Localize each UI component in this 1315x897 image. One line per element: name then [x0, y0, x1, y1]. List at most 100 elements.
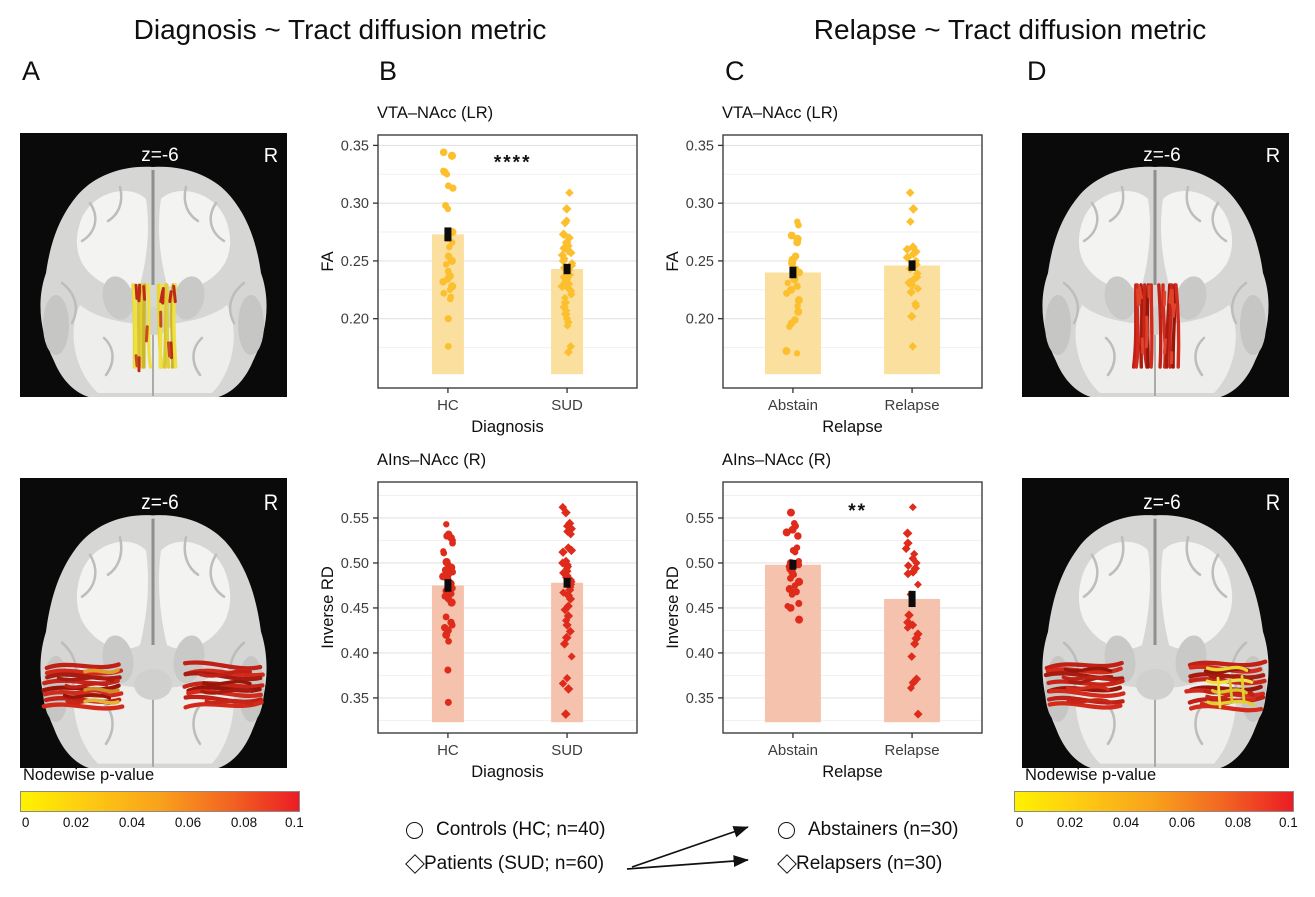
tract-bundle-vta-nacc [131, 283, 178, 373]
gridlines [378, 494, 637, 721]
panel-label-c: C [725, 56, 745, 86]
svg-text:0.30: 0.30 [686, 196, 714, 212]
panel-label-d: D [1027, 56, 1047, 86]
orientation-label: R [1266, 145, 1280, 167]
colorbar-tick: 0.06 [1168, 815, 1196, 830]
y-axis-label: Inverse RD [319, 566, 337, 649]
panel-label-a: A [22, 56, 41, 86]
brain-slice-anatomy [40, 515, 267, 768]
svg-text:Relapse: Relapse [885, 397, 940, 414]
svg-text:0.40: 0.40 [686, 646, 714, 662]
panel-label-b: B [379, 56, 398, 86]
colorbar-tick: 0.1 [1279, 815, 1298, 830]
brain-slice-svg: z=-6 R [20, 133, 287, 397]
brain-slice-vta-nacc-relapse: z=-6 R [1022, 133, 1289, 397]
colorbar-left-gradient [20, 791, 300, 812]
brain-slice-anatomy [40, 166, 267, 397]
colorbar-tick: 0.02 [1056, 815, 1084, 830]
chart-title: AIns–NAcc (R) [377, 451, 486, 469]
svg-text:0.35: 0.35 [341, 138, 369, 154]
significance-stars: **** [494, 153, 532, 174]
colorbar-tick: 0.04 [1112, 815, 1140, 830]
x-axis: HC SUD [437, 388, 583, 414]
x-axis-label: Relapse [822, 418, 883, 436]
column-title-diagnosis: Diagnosis ~ Tract diffusion metric [133, 14, 547, 45]
legend-item-label: Patients (SUD; n=60) [424, 853, 605, 874]
colorbar-tick: 0.06 [174, 815, 202, 830]
legend-item-label: Abstainers (n=30) [808, 819, 959, 840]
colorbar-left: Nodewise p-value 0 0.02 0.04 0.06 0.08 0… [20, 766, 304, 831]
x-axis: HC SUD [437, 733, 583, 759]
y-axis: 0.20 0.25 0.30 0.35 [686, 138, 723, 328]
orientation-label: R [1266, 491, 1280, 515]
diamond-marker-icon [405, 854, 425, 874]
chart-title: VTA–NAcc (LR) [722, 104, 838, 122]
svg-text:0.50: 0.50 [341, 556, 369, 572]
colorbar-left-ticks: 0 0.02 0.04 0.06 0.08 0.1 [20, 815, 304, 831]
svg-text:0.35: 0.35 [686, 138, 714, 154]
svg-text:0.55: 0.55 [686, 511, 714, 527]
colorbar-right-gradient [1014, 791, 1294, 812]
svg-text:HC: HC [437, 742, 459, 759]
brain-slice-ains-nacc-relapse: z=-6 R [1022, 478, 1289, 768]
group-split-arrows [626, 826, 749, 870]
slice-coordinate-label: z=-6 [1143, 145, 1181, 166]
error-bar-hc [444, 227, 452, 242]
svg-text:0.35: 0.35 [341, 691, 369, 707]
error-bar-abstain [789, 559, 797, 570]
orientation-label: R [264, 145, 278, 167]
bar-relapse [884, 598, 941, 723]
circle-marker-icon [406, 821, 423, 839]
tract-bundle-ains-nacc [1043, 659, 1268, 713]
svg-text:Abstain: Abstain [768, 397, 818, 414]
legend-item-label: Relapsers (n=30) [796, 853, 943, 874]
svg-text:Relapse: Relapse [885, 742, 940, 759]
gridlines [723, 494, 982, 721]
svg-text:SUD: SUD [551, 397, 583, 414]
x-axis: Abstain Relapse [768, 388, 940, 414]
circle-marker-icon [778, 821, 795, 839]
colorbar-tick: 0.1 [285, 815, 304, 830]
chart-fa-diagnosis: **** 0.20 0.25 0.30 0.35 HC SUD Diagnosis FA VTA–… [318, 96, 653, 443]
svg-text:0.20: 0.20 [341, 312, 369, 328]
x-axis: Abstain Relapse [768, 733, 940, 759]
y-axis: 0.20 0.25 0.30 0.35 [341, 138, 378, 328]
slice-coordinate-label: z=-6 [141, 145, 179, 166]
svg-text:0.40: 0.40 [341, 646, 369, 662]
colorbar-tick: 0 [1015, 815, 1024, 830]
brain-slice-anatomy [1042, 515, 1269, 768]
plot-background [378, 135, 637, 388]
y-axis-label: FA [319, 251, 337, 271]
jitter-points-abstain [782, 508, 804, 624]
svg-text:0.35: 0.35 [686, 691, 714, 707]
diamond-marker-icon [777, 854, 797, 874]
legend-item-label: Controls (HC; n=40) [436, 819, 606, 840]
chart-fa-relapse: 0.20 0.25 0.30 0.35 Abstain Relapse Relapse FA V… [663, 96, 998, 443]
chart-title: VTA–NAcc (LR) [377, 104, 493, 122]
colorbar-tick: 0.08 [1224, 815, 1252, 830]
plot-background [723, 135, 982, 388]
brain-slice-svg: z=-6 R [1022, 478, 1289, 768]
brain-slice-svg: z=-6 R [1022, 133, 1289, 397]
tract-bundle-vta-nacc [1131, 283, 1181, 369]
gridlines [378, 144, 637, 349]
error-bar-relapse [908, 260, 916, 271]
colorbar-right-ticks: 0 0.02 0.04 0.06 0.08 0.1 [1014, 815, 1298, 831]
legend-item-patients: Patients (SUD; n=60) [405, 853, 605, 875]
legend-item-abstainers: Abstainers (n=30) [778, 819, 959, 841]
arrow-to-relapsers [626, 855, 749, 870]
y-axis-label: Inverse RD [664, 566, 682, 649]
svg-text:0.45: 0.45 [686, 601, 714, 617]
significance-stars: ** [848, 501, 867, 522]
svg-text:SUD: SUD [551, 742, 583, 759]
slice-coordinate-label: z=-6 [141, 491, 178, 514]
orientation-label: R [264, 491, 278, 515]
colorbar-right-label: Nodewise p-value [1025, 766, 1157, 784]
slice-coordinate-label: z=-6 [1143, 491, 1180, 514]
column-title-relapse: Relapse ~ Tract diffusion metric [813, 14, 1207, 45]
brain-slice-ains-nacc-diagnosis: z=-6 R [20, 478, 287, 768]
svg-text:HC: HC [437, 397, 459, 414]
